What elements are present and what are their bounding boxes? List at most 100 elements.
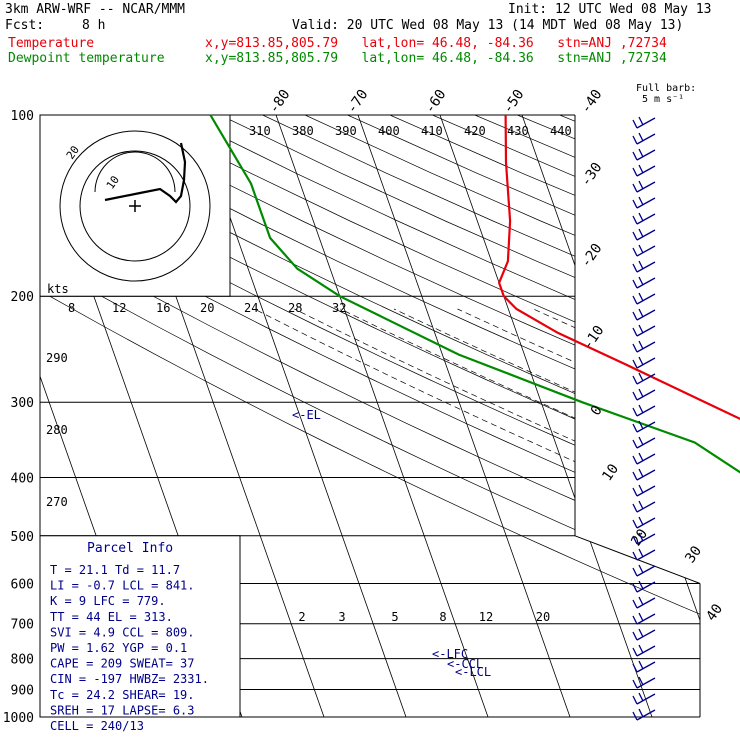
parcel-info-row: TT = 44 EL = 313. bbox=[50, 610, 173, 624]
dry-adiabat-440 bbox=[559, 115, 700, 717]
isotherm-label-top-2: -60 bbox=[422, 87, 450, 117]
theta-label-380: 380 bbox=[292, 124, 314, 138]
isotherm-label-right-6: 30 bbox=[682, 543, 705, 566]
speed-tick-8: 8 bbox=[68, 301, 75, 315]
wind-barb bbox=[632, 260, 656, 273]
wind-barb bbox=[632, 564, 656, 577]
height-label-290: 290 bbox=[46, 351, 68, 365]
height-label-280: 280 bbox=[46, 423, 68, 437]
wind-barb bbox=[632, 356, 656, 369]
hodograph-kts-label: kts bbox=[47, 282, 69, 296]
dry-adiabat-380 bbox=[304, 115, 700, 717]
wind-barb bbox=[632, 420, 656, 433]
parcel-info-row: LI = -0.7 LCL = 841. bbox=[50, 579, 195, 593]
wind-barb bbox=[632, 692, 656, 705]
speed-tick-16: 16 bbox=[156, 301, 170, 315]
hodograph-ring bbox=[79, 150, 191, 262]
theta-label-400: 400 bbox=[378, 124, 400, 138]
mixing-ratio-label-3: 3 bbox=[338, 610, 345, 624]
mixing-ratio-label-2: 2 bbox=[298, 610, 305, 624]
dry-adiabat-370 bbox=[262, 115, 700, 717]
pressure-label-100: 100 bbox=[11, 109, 34, 124]
isotherm-label-top-3: -50 bbox=[500, 87, 528, 117]
hodograph-ring bbox=[59, 130, 211, 282]
isotherm--60 bbox=[439, 115, 653, 717]
wind-barb bbox=[632, 148, 656, 161]
dry-adiabat-410 bbox=[432, 115, 700, 717]
wind-barb bbox=[632, 196, 656, 209]
wind-barb bbox=[632, 180, 656, 193]
isotherm--80 bbox=[275, 115, 489, 717]
isotherm--40 bbox=[603, 115, 700, 717]
pressure-label-800: 800 bbox=[11, 653, 34, 668]
dry-adiabat-290 bbox=[40, 115, 700, 717]
moist-adiabat-4 bbox=[294, 308, 700, 717]
moist-adiabat-28 bbox=[724, 309, 740, 717]
annotation-2: <-CCL bbox=[447, 657, 483, 671]
dry-adiabat-270 bbox=[40, 115, 700, 717]
theta-label-430: 430 bbox=[507, 124, 529, 138]
model-title: 3km ARW-WRF -- NCAR/MMM bbox=[5, 2, 186, 17]
moist-adiabat-0 bbox=[254, 308, 700, 717]
hodograph-ring-label-10: 10 bbox=[104, 173, 122, 191]
theta-label-310: 310 bbox=[249, 124, 271, 138]
isotherm-label-right-2: -10 bbox=[580, 323, 608, 353]
parcel-info-row: T = 21.1 Td = 11.7 bbox=[50, 563, 180, 577]
moist-adiabat-8 bbox=[340, 308, 700, 717]
theta-label-420: 420 bbox=[464, 124, 486, 138]
isotherm-label-right-7: 40 bbox=[703, 601, 726, 624]
wind-barb bbox=[632, 372, 656, 385]
isotherm-label-right-1: -20 bbox=[578, 241, 606, 271]
wind-barb bbox=[632, 212, 656, 225]
parcel-info-row: CIN = -197 HWBZ= 2331. bbox=[50, 672, 209, 686]
pressure-label-500: 500 bbox=[11, 530, 34, 545]
wind-barb bbox=[632, 436, 656, 449]
dry-adiabat-250 bbox=[40, 115, 700, 717]
dry-adiabat-320 bbox=[50, 115, 700, 717]
temperature-line bbox=[497, 114, 740, 421]
speed-tick-12: 12 bbox=[112, 301, 126, 315]
pressure-label-300: 300 bbox=[11, 396, 34, 411]
isotherm-label-top-4: -40 bbox=[578, 87, 606, 117]
barb-legend-line1: Full barb: bbox=[636, 83, 697, 94]
barb-legend-line2: 5 m s⁻¹ bbox=[642, 94, 685, 105]
parcel-info-row: PW = 1.62 YGP = 0.1 bbox=[50, 641, 187, 655]
temperature-location: x,y=813.85,805.79 lat,lon= 46.48, -84.36… bbox=[205, 36, 667, 51]
moist-adiabat-24 bbox=[622, 308, 700, 717]
wind-barb bbox=[632, 516, 656, 529]
isotherm-label-right-3: 0 bbox=[588, 403, 606, 419]
wind-barb bbox=[632, 548, 656, 561]
isotherm--70 bbox=[357, 115, 571, 717]
hodograph-ring-label-20: 20 bbox=[64, 143, 82, 161]
wind-barb bbox=[632, 644, 656, 657]
dewpoint-legend: Dewpoint temperature bbox=[8, 51, 165, 66]
pressure-label-1000: 1000 bbox=[3, 711, 34, 726]
height-label-270: 270 bbox=[46, 495, 68, 509]
isotherm-label-right-0: -30 bbox=[578, 160, 606, 190]
parcel-info-row: K = 9 LFC = 779. bbox=[50, 594, 166, 608]
dry-adiabat-390 bbox=[347, 115, 700, 717]
hodograph-trace bbox=[104, 142, 187, 204]
wind-barb bbox=[632, 132, 656, 145]
pressure-label-900: 900 bbox=[11, 683, 34, 698]
wind-barb bbox=[632, 164, 656, 177]
speed-tick-28: 28 bbox=[288, 301, 302, 315]
theta-label-410: 410 bbox=[421, 124, 443, 138]
dry-adiabat-350 bbox=[177, 115, 700, 717]
isotherm-label-top-1: -70 bbox=[344, 87, 372, 117]
wind-barb bbox=[632, 228, 656, 241]
wind-barb bbox=[632, 708, 656, 721]
wind-barb bbox=[632, 452, 656, 465]
dry-adiabat-280 bbox=[40, 115, 700, 717]
parcel-info-row: CAPE = 209 SWEAT= 37 bbox=[50, 657, 195, 671]
wind-barb bbox=[632, 612, 656, 625]
pressure-label-200: 200 bbox=[11, 290, 34, 305]
wind-barb bbox=[632, 324, 656, 337]
wind-barb bbox=[632, 500, 656, 513]
temperature-legend: Temperature bbox=[8, 36, 95, 51]
wind-barb bbox=[632, 276, 656, 289]
mixing-ratio-label-12: 12 bbox=[479, 610, 493, 624]
mixing-ratio-label-20: 20 bbox=[536, 610, 550, 624]
dewpoint-line bbox=[209, 114, 740, 474]
forecast-label: Fcst: bbox=[5, 18, 45, 33]
